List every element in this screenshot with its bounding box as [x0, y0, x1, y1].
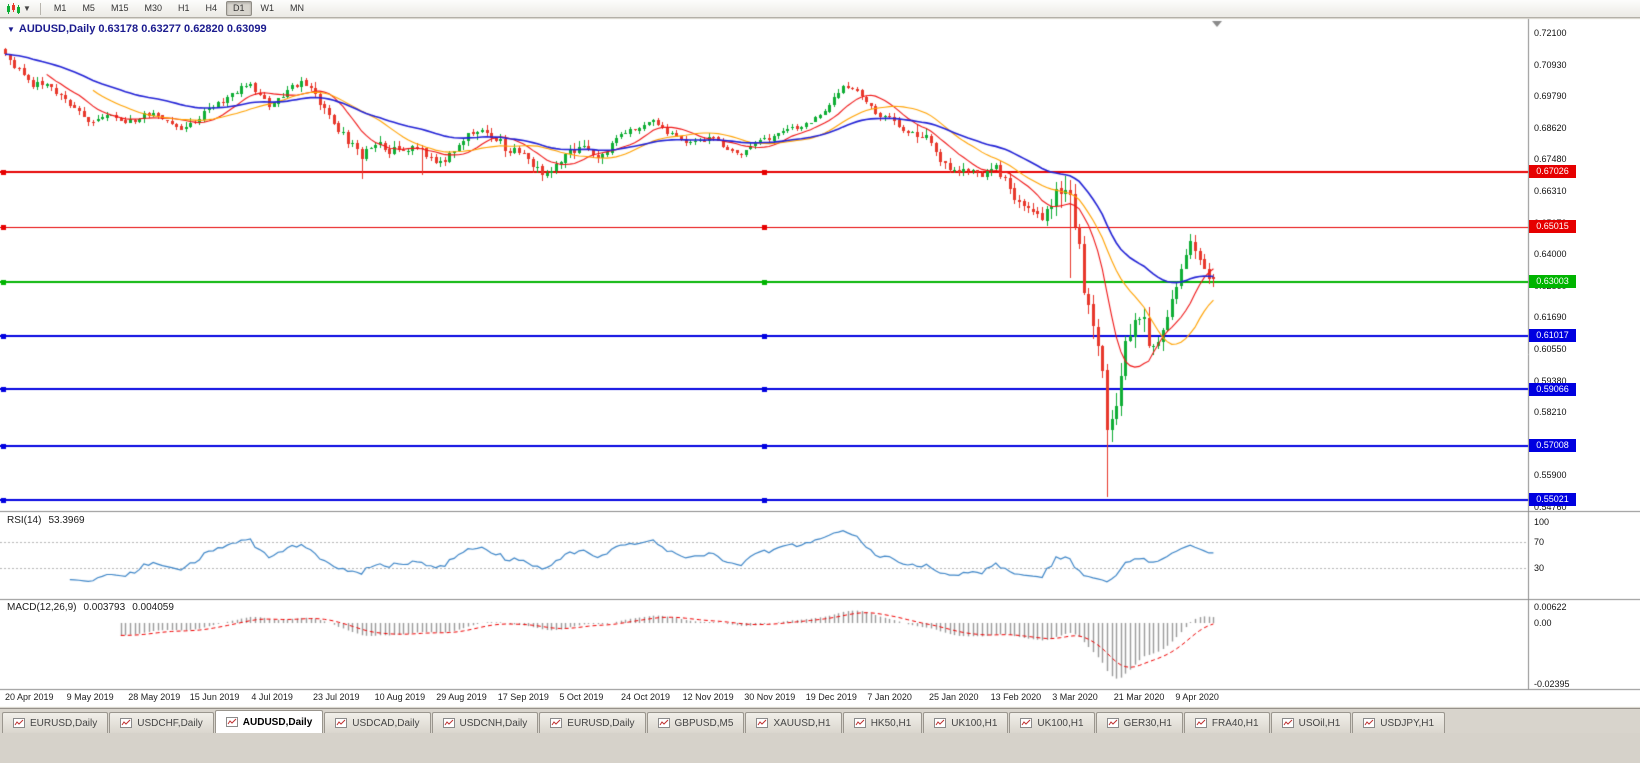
tab-chart-icon [1281, 718, 1294, 728]
timeframe-buttons: M1 M5 M15 M30 H1 H4 D1 W1 MN [46, 1, 312, 16]
tab-chart-icon [657, 718, 670, 728]
timeframe-button-M5[interactable]: M5 [82, 3, 95, 13]
tab-chart-icon [335, 718, 348, 728]
dropdown-caret-icon[interactable]: ▼ [23, 4, 31, 13]
tab-label: EURUSD,Daily [567, 717, 635, 729]
timeframe-button-W1[interactable]: W1 [260, 3, 275, 13]
timeframe-button-H1[interactable]: H1 [177, 3, 190, 13]
tab-AUDUSD-Daily[interactable]: AUDUSD,Daily [214, 710, 324, 733]
tab-USDCNH-Daily[interactable]: USDCNH,Daily [431, 712, 539, 733]
tab-chart-icon [1363, 718, 1376, 728]
tab-label: USDCNH,Daily [459, 717, 528, 729]
timeframe-button-M30[interactable]: M30 [144, 3, 162, 13]
tab-chart-icon [550, 718, 563, 728]
tab-USDCAD-Daily[interactable]: USDCAD,Daily [324, 712, 431, 733]
tab-chart-icon [934, 718, 947, 728]
timeframe-button-M15[interactable]: M15 [110, 3, 129, 13]
timeframe-button-D1[interactable]: D1 [226, 1, 252, 16]
chart-tab-bar: EURUSD,Daily USDCHF,Daily AUDUSD,Daily USDC… [0, 708, 1640, 733]
tab-chart-icon [853, 718, 866, 728]
timeframe-toolbar: ▼ M1 M5 M15 M30 H1 H4 D1 W1 MN [0, 0, 1640, 18]
timeframe-button-M1[interactable]: M1 [53, 3, 67, 13]
tab-chart-icon [1194, 718, 1207, 728]
tab-EURUSD-Daily[interactable]: EURUSD,Daily [539, 712, 646, 733]
tab-label: GER30,H1 [1123, 717, 1172, 729]
tab-chart-icon [225, 717, 238, 727]
tab-label: UK100,H1 [951, 717, 998, 729]
tab-chart-icon [13, 718, 25, 728]
tab-XAUUSD-H1[interactable]: XAUUSD,H1 [745, 712, 842, 733]
tab-label: USOil,H1 [1298, 717, 1341, 729]
tab-chart-icon [442, 718, 455, 728]
tab-label: HK50,H1 [870, 717, 912, 729]
tab-USDJPY-H1[interactable]: USDJPY,H1 [1352, 712, 1446, 733]
tab-chart-icon [1020, 718, 1033, 728]
tab-GER30-H1[interactable]: GER30,H1 [1095, 712, 1183, 733]
timeframe-button-H4[interactable]: H4 [205, 3, 218, 13]
tab-label: EURUSD,Daily [30, 717, 98, 729]
tab-label: FRA40,H1 [1211, 717, 1259, 729]
tab-USDCHF-Daily[interactable]: USDCHF,Daily [109, 712, 214, 733]
timeframe-button-MN[interactable]: MN [290, 3, 305, 13]
tab-label: USDCHF,Daily [137, 717, 203, 729]
tab-GBPUSD-M5[interactable]: GBPUSD,M5 [646, 712, 745, 733]
tab-label: AUDUSD,Daily [242, 716, 313, 728]
tab-UK100-H1[interactable]: UK100,H1 [1009, 712, 1095, 733]
chart-type-icon[interactable] [4, 1, 23, 17]
tab-label: GBPUSD,M5 [674, 717, 734, 729]
tab-HK50-H1[interactable]: HK50,H1 [842, 712, 923, 733]
tab-label: USDCAD,Daily [352, 717, 420, 729]
tab-chart-icon [756, 718, 769, 728]
tab-chart-icon [120, 718, 133, 728]
toolbar-separator [39, 2, 41, 15]
tab-label: XAUUSD,H1 [773, 717, 831, 729]
tab-UK100-H1[interactable]: UK100,H1 [923, 712, 1009, 733]
tab-label: USDJPY,H1 [1380, 717, 1435, 729]
tab-chart-icon [1106, 718, 1119, 728]
tab-USOil-H1[interactable]: USOil,H1 [1270, 712, 1352, 733]
tab-FRA40-H1[interactable]: FRA40,H1 [1183, 712, 1270, 733]
tab-EURUSD-Daily[interactable]: EURUSD,Daily [2, 712, 109, 733]
tab-label: UK100,H1 [1037, 717, 1084, 729]
